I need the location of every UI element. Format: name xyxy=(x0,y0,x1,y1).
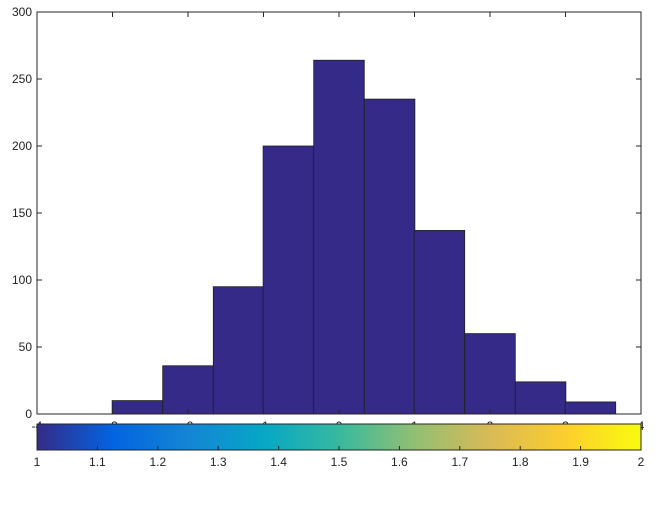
y-tick-label: 150 xyxy=(12,206,32,220)
colorbar-tick-label: 1.7 xyxy=(451,455,468,469)
y-tick-label: 50 xyxy=(19,340,33,354)
y-tick-label: 200 xyxy=(12,139,32,153)
colorbar-tick-label: 2 xyxy=(638,455,645,469)
histogram-bar xyxy=(212,286,265,415)
colorbar-tick-label: 1.2 xyxy=(149,455,166,469)
colorbar-tick-label: 1.3 xyxy=(210,455,227,469)
colorbar-strip xyxy=(36,423,642,451)
y-tick-label: 250 xyxy=(12,72,32,86)
bars-group xyxy=(111,59,617,415)
colorbar-tick-label: 1.4 xyxy=(270,455,287,469)
histogram-bar xyxy=(464,333,516,415)
histogram-bar xyxy=(363,98,416,415)
y-tick-label: 300 xyxy=(12,5,32,19)
y-tick-label: 0 xyxy=(25,407,32,421)
histogram-bar xyxy=(564,401,617,415)
histogram-bar xyxy=(111,400,164,415)
colorbar-tick-label: 1 xyxy=(34,455,41,469)
histogram-bar xyxy=(162,365,214,415)
colorbar-tick-label: 1.9 xyxy=(572,455,589,469)
histogram-bar xyxy=(313,59,365,415)
colorbar: 1 1.1 1.2 1.3 1.4 1.5 1.6 1.7 1.8 1.9 2 xyxy=(34,423,645,469)
y-axis: 0 50 100 150 200 250 300 xyxy=(12,5,641,421)
histogram-bar xyxy=(514,381,567,415)
histogram-bar xyxy=(262,145,315,415)
colorbar-tick-label: 1.1 xyxy=(89,455,106,469)
colorbar-tick-label: 1.5 xyxy=(331,455,348,469)
colorbar-tick-label: 1.6 xyxy=(391,455,408,469)
histogram-bar xyxy=(413,230,466,415)
y-tick-label: 100 xyxy=(12,273,32,287)
colorbar-tick-label: 1.8 xyxy=(512,455,529,469)
